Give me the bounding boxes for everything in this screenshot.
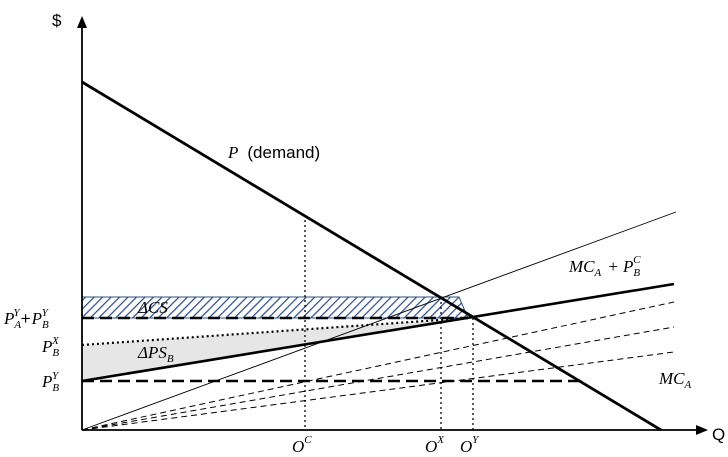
demand-line bbox=[81, 80, 662, 432]
delta-cs-label: ΔCS bbox=[137, 298, 168, 317]
x-tick-oy-label: OY bbox=[460, 434, 480, 456]
y-tick-pbx-label: PBX bbox=[41, 335, 60, 359]
y-tick-pby-label: PBY bbox=[41, 370, 60, 394]
x-axis-arrow bbox=[696, 425, 708, 435]
mc-plus-line bbox=[81, 282, 675, 383]
y-axis-label: $ bbox=[52, 11, 62, 30]
x-tick-ox-label: OX bbox=[425, 434, 445, 456]
demand-label: P (demand) bbox=[227, 143, 320, 162]
x-tick-oc-label: OC bbox=[292, 434, 312, 456]
y-axis-arrow bbox=[77, 16, 87, 28]
dashed-ray-middle bbox=[81, 326, 675, 431]
dashed-ray-upper bbox=[81, 301, 675, 431]
x-axis-label: Q bbox=[712, 425, 725, 444]
thin-ray-line bbox=[81, 211, 677, 431]
y-tick-sum-label: PAY+PBY bbox=[3, 307, 50, 331]
mc-a-label: MCA bbox=[658, 369, 692, 391]
delta-ps-label: ΔPSB bbox=[137, 343, 174, 365]
mc-plus-label: MCA + PBC bbox=[568, 254, 641, 279]
